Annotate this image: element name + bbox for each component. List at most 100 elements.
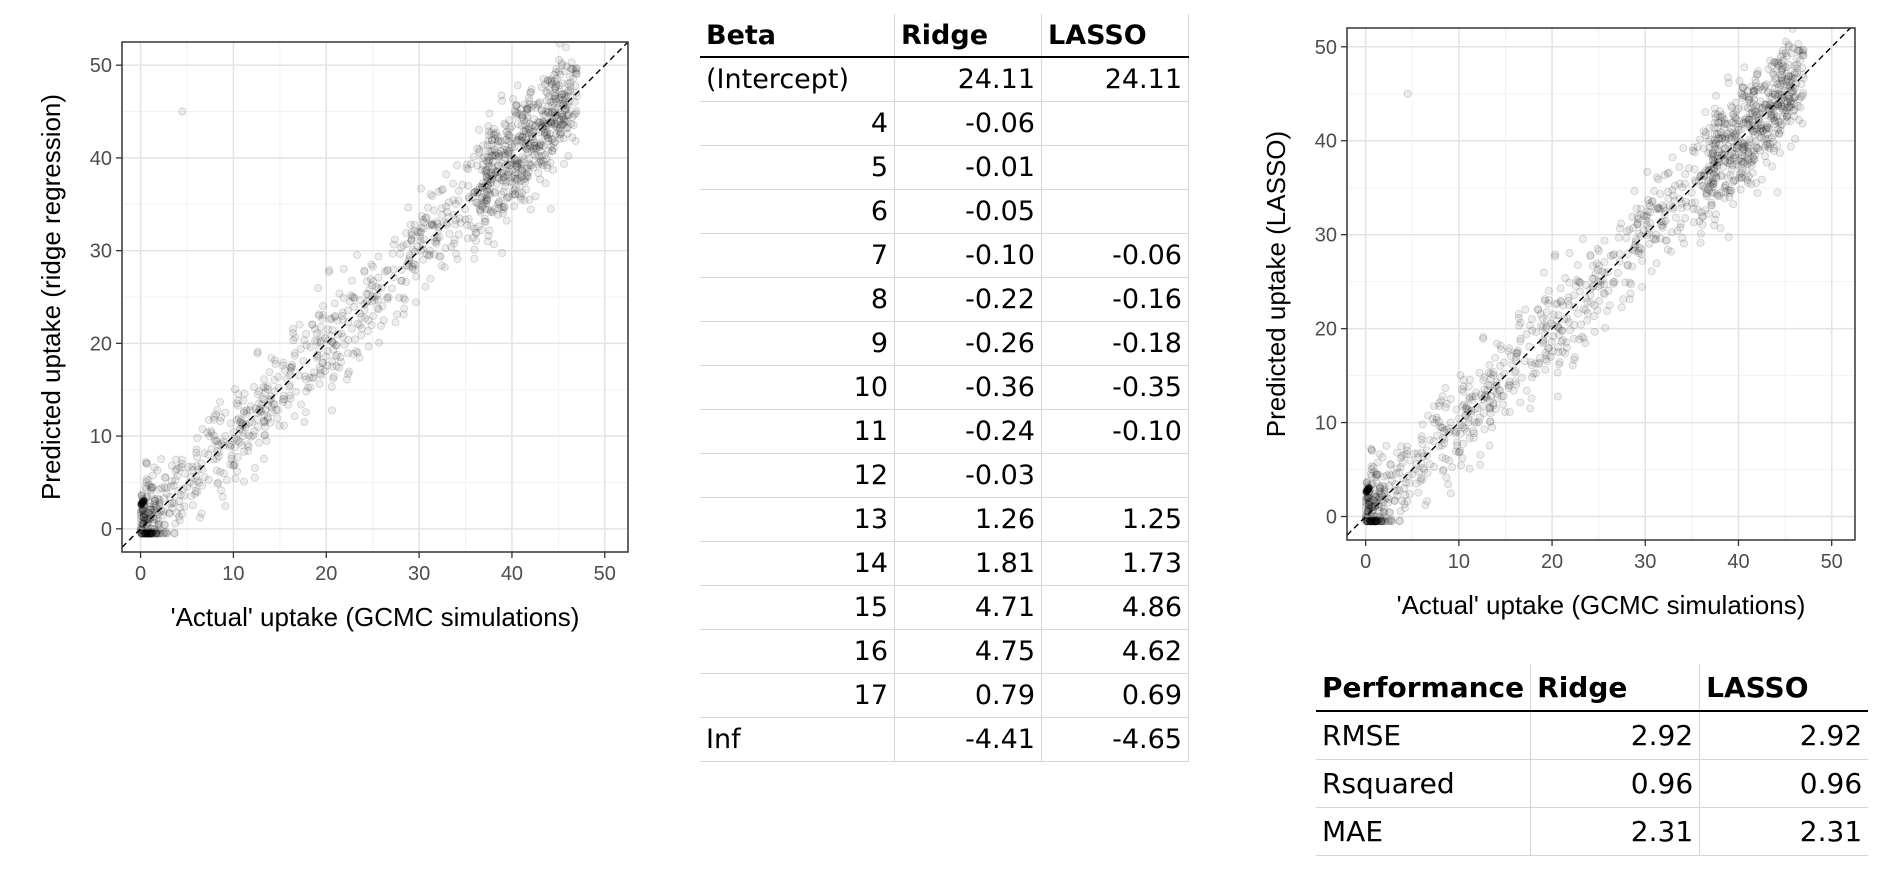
scatter-point	[1371, 517, 1380, 526]
scatter-point	[1391, 487, 1400, 496]
scatter-point	[1645, 239, 1654, 248]
scatter-point	[1489, 401, 1498, 410]
scatter-point	[213, 437, 222, 446]
scatter-point	[166, 492, 175, 501]
scatter-point	[1776, 73, 1785, 82]
scatter-point	[512, 176, 521, 185]
scatter-point	[1364, 491, 1373, 500]
scatter-point	[551, 94, 560, 103]
scatter-point	[1715, 147, 1724, 156]
scatter-point	[477, 182, 486, 191]
scatter-point	[1729, 178, 1738, 187]
scatter-point	[470, 188, 479, 197]
scatter-point	[1731, 176, 1740, 185]
scatter-point	[1623, 261, 1632, 270]
scatter-point	[347, 276, 356, 285]
scatter-point	[1385, 481, 1394, 490]
scatter-point	[1596, 280, 1605, 289]
scatter-point	[1497, 392, 1506, 401]
scatter-point	[1731, 151, 1740, 160]
scatter-point	[498, 151, 507, 160]
scatter-point	[1718, 111, 1727, 120]
scatter-point	[1395, 486, 1404, 495]
scatter-point	[361, 314, 370, 323]
scatter-point	[267, 395, 276, 404]
scatter-point	[143, 529, 152, 538]
scatter-point	[562, 124, 571, 133]
scatter-point	[1474, 417, 1483, 426]
scatter-point	[192, 448, 201, 457]
scatter-point	[1784, 94, 1793, 103]
y-tick-label: 10	[90, 426, 112, 448]
scatter-point	[152, 515, 161, 524]
perf-lasso-header: LASSO	[1699, 664, 1869, 712]
scatter-point	[1761, 141, 1770, 150]
scatter-point	[490, 189, 499, 198]
scatter-point	[1762, 100, 1771, 109]
scatter-point	[1706, 178, 1715, 187]
scatter-point	[1774, 118, 1783, 127]
scatter-point	[511, 156, 520, 165]
scatter-point	[524, 138, 533, 147]
scatter-point	[1628, 262, 1637, 271]
scatter-point	[142, 484, 151, 493]
scatter-point	[1786, 98, 1795, 107]
scatter-point	[207, 426, 216, 435]
scatter-point	[1556, 297, 1565, 306]
scatter-point	[222, 476, 231, 485]
scatter-point	[479, 198, 488, 207]
scatter-point	[240, 477, 249, 486]
scatter-point	[1714, 118, 1723, 127]
scatter-point	[1675, 179, 1684, 188]
scatter-point	[1772, 112, 1781, 121]
scatter-point	[295, 320, 304, 329]
scatter-point	[536, 140, 545, 149]
scatter-point	[572, 69, 581, 78]
scatter-point	[526, 161, 535, 170]
scatter-point	[1373, 517, 1382, 526]
scatter-point	[508, 190, 517, 199]
scatter-point	[1709, 160, 1718, 169]
scatter-point	[1366, 517, 1375, 526]
scatter-point	[567, 64, 576, 73]
scatter-point	[145, 529, 154, 538]
scatter-point	[425, 246, 434, 255]
scatter-point	[1441, 383, 1450, 392]
scatter-point	[1756, 124, 1765, 133]
scatter-point	[499, 176, 508, 185]
scatter-point	[557, 89, 566, 98]
scatter-point	[512, 157, 521, 166]
scatter-point	[1387, 476, 1396, 485]
scatter-point	[1777, 66, 1786, 75]
scatter-point	[540, 131, 549, 140]
beta-table-cell: 16	[700, 629, 895, 674]
scatter-point	[1504, 384, 1513, 393]
scatter-point	[1363, 500, 1372, 509]
scatter-point	[411, 265, 420, 274]
scatter-point	[1655, 205, 1664, 214]
scatter-point	[175, 516, 184, 525]
scatter-point	[1579, 304, 1588, 313]
scatter-point	[521, 174, 530, 183]
scatter-point	[136, 514, 145, 523]
scatter-point	[1770, 116, 1779, 125]
scatter-point	[1401, 491, 1410, 500]
scatter-point	[550, 77, 559, 86]
scatter-point	[432, 217, 441, 226]
scatter-point	[496, 147, 505, 156]
scatter-point	[556, 130, 565, 139]
beta-table-cell: -0.10	[894, 233, 1042, 278]
scatter-point	[564, 152, 573, 161]
scatter-point	[506, 161, 515, 170]
scatter-point	[1393, 464, 1402, 473]
scatter-point	[290, 412, 299, 421]
scatter-point	[430, 233, 439, 242]
scatter-point	[327, 382, 336, 391]
scatter-point	[1600, 280, 1609, 289]
scatter-point	[238, 427, 247, 436]
scatter-point	[434, 187, 443, 196]
scatter-point	[367, 260, 376, 269]
scatter-point	[1746, 138, 1755, 147]
scatter-point	[1758, 175, 1767, 184]
beta-table-cell: 14	[700, 541, 895, 586]
